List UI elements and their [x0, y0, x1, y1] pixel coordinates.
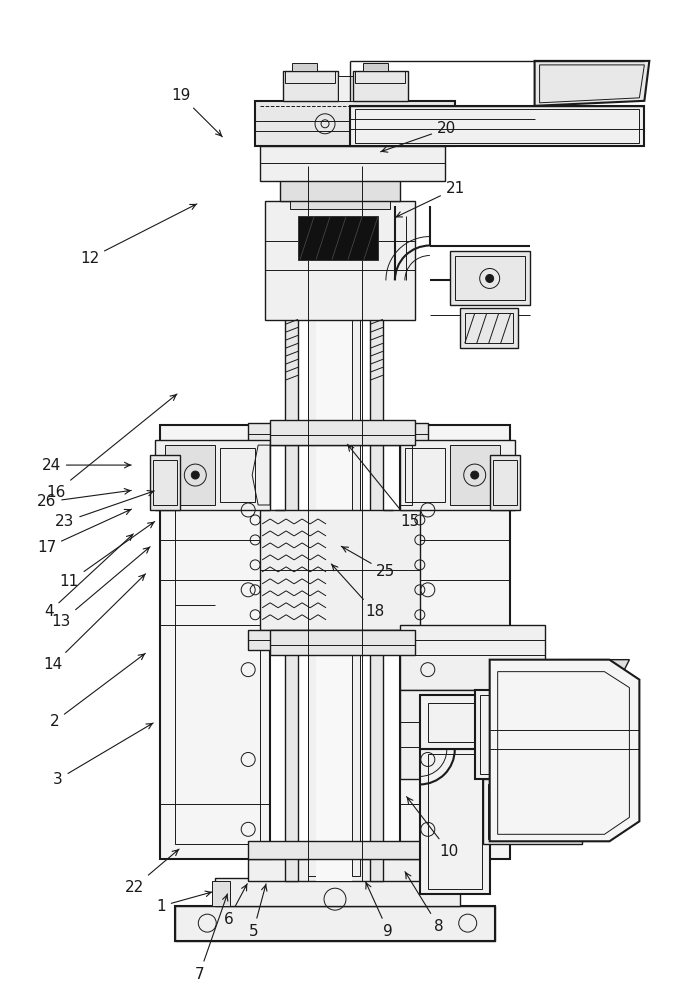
- Text: 21: 21: [396, 181, 465, 217]
- Text: 18: 18: [331, 564, 384, 619]
- Polygon shape: [535, 61, 649, 106]
- Text: 4: 4: [45, 534, 134, 619]
- Bar: [353, 71, 408, 101]
- Text: 23: 23: [55, 491, 155, 529]
- Bar: [283, 71, 338, 101]
- Bar: [176, 906, 495, 941]
- Text: 13: 13: [51, 547, 150, 629]
- Text: 20: 20: [381, 121, 456, 152]
- Bar: [316, 166, 352, 881]
- Bar: [151, 455, 180, 510]
- Text: 1: 1: [156, 892, 212, 914]
- Polygon shape: [489, 660, 639, 841]
- Text: 5: 5: [248, 884, 266, 939]
- Bar: [176, 460, 260, 844]
- Bar: [290, 194, 390, 209]
- Circle shape: [470, 471, 479, 479]
- Bar: [450, 445, 500, 505]
- Bar: [260, 146, 445, 181]
- Text: 14: 14: [44, 574, 146, 672]
- Bar: [212, 881, 230, 906]
- Text: 6: 6: [223, 884, 247, 927]
- Bar: [570, 685, 614, 759]
- Text: 15: 15: [348, 444, 420, 529]
- Bar: [363, 63, 388, 71]
- Bar: [400, 625, 545, 690]
- Bar: [455, 256, 524, 300]
- Circle shape: [486, 274, 493, 282]
- Bar: [564, 680, 620, 764]
- Bar: [298, 216, 378, 260]
- Bar: [420, 695, 614, 749]
- Polygon shape: [564, 660, 629, 680]
- Text: 16: 16: [47, 394, 177, 500]
- Bar: [370, 166, 383, 881]
- Bar: [280, 179, 400, 201]
- Bar: [153, 460, 178, 505]
- Bar: [450, 251, 530, 305]
- Bar: [493, 460, 516, 505]
- Circle shape: [191, 471, 199, 479]
- Text: 26: 26: [37, 490, 132, 509]
- Text: 11: 11: [60, 522, 155, 589]
- Bar: [428, 754, 482, 889]
- Text: 7: 7: [194, 894, 227, 982]
- Text: 22: 22: [124, 849, 179, 895]
- Bar: [285, 71, 335, 83]
- Bar: [220, 448, 255, 502]
- Bar: [270, 420, 415, 445]
- Bar: [248, 423, 428, 445]
- Bar: [355, 109, 639, 143]
- Text: 19: 19: [171, 88, 222, 137]
- Bar: [465, 313, 512, 343]
- Bar: [460, 308, 518, 348]
- Text: 25: 25: [342, 546, 396, 579]
- Bar: [155, 440, 270, 510]
- Bar: [248, 841, 428, 859]
- Text: 3: 3: [53, 723, 153, 787]
- Bar: [176, 906, 495, 941]
- Text: 9: 9: [366, 882, 393, 939]
- Bar: [255, 101, 455, 146]
- Bar: [400, 425, 510, 859]
- Bar: [352, 166, 360, 876]
- Bar: [420, 749, 489, 894]
- Text: 8: 8: [405, 872, 443, 934]
- Bar: [260, 510, 420, 630]
- Bar: [292, 63, 317, 71]
- Bar: [483, 779, 583, 844]
- Bar: [400, 690, 545, 779]
- Bar: [248, 859, 433, 881]
- Bar: [350, 106, 645, 146]
- Bar: [265, 201, 415, 320]
- Bar: [488, 784, 578, 839]
- Bar: [285, 166, 298, 881]
- Bar: [400, 440, 514, 510]
- Bar: [355, 71, 405, 83]
- Text: 17: 17: [37, 509, 132, 555]
- Text: 24: 24: [42, 458, 132, 473]
- Bar: [165, 445, 215, 505]
- Bar: [161, 425, 270, 859]
- Bar: [308, 166, 316, 876]
- Text: 2: 2: [50, 653, 145, 729]
- Bar: [338, 76, 353, 101]
- Bar: [215, 878, 460, 906]
- Text: 12: 12: [80, 204, 197, 266]
- Bar: [248, 630, 428, 650]
- Bar: [405, 448, 445, 502]
- Bar: [270, 630, 415, 655]
- Bar: [489, 455, 520, 510]
- Bar: [428, 703, 606, 742]
- Bar: [475, 690, 589, 779]
- Bar: [480, 695, 585, 774]
- Text: 10: 10: [406, 797, 458, 859]
